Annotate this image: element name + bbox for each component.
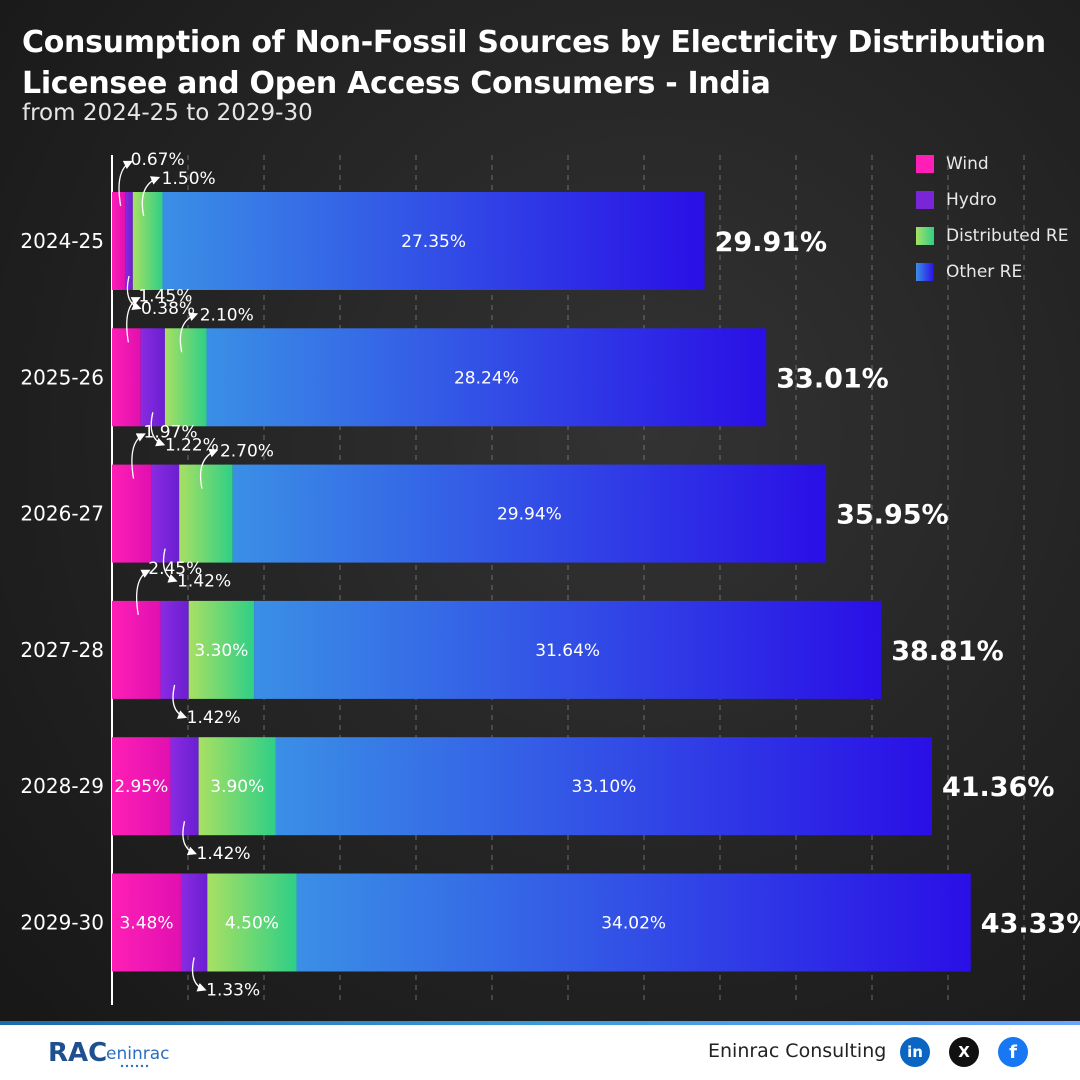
category-label: 2026-27 [20, 502, 104, 526]
bar-hydro [151, 464, 180, 563]
bar-hydro [125, 192, 133, 290]
data-label-hydro: 1.42% [187, 708, 241, 728]
bar-other-re [275, 737, 932, 836]
legend-label-distributed-re: Distributed RE [946, 226, 1069, 246]
data-label-other-re: 31.64% [535, 641, 600, 661]
svg-text:RAC: RAC [48, 1038, 107, 1068]
total-label: 38.81% [891, 636, 1003, 667]
bar-other-re [232, 464, 827, 563]
data-label-other-re: 27.35% [401, 232, 466, 252]
data-label-other-re: 33.10% [572, 777, 637, 797]
data-label-distributed-re: 2.10% [200, 305, 254, 325]
callout-arrow [118, 160, 133, 207]
data-label-wind: 3.48% [119, 914, 173, 934]
legend-item-other-re: Other RE [916, 254, 1069, 290]
data-label-wind: 2.45% [148, 559, 202, 579]
x-icon[interactable]: X [949, 1037, 979, 1067]
data-label-other-re: 28.24% [454, 368, 519, 388]
legend-swatch-hydro [916, 191, 934, 209]
bar-wind [112, 464, 152, 563]
callout-arrow [126, 297, 141, 343]
legend-label-other-re: Other RE [946, 262, 1023, 282]
callout-arrow [172, 684, 188, 719]
category-label: 2027-28 [20, 638, 104, 662]
data-label-hydro: 0.38% [141, 299, 195, 319]
bar-other-re [296, 873, 971, 972]
bar-other-re [206, 328, 767, 427]
data-label-distributed-re: 3.90% [210, 777, 264, 797]
total-label: 35.95% [836, 500, 948, 531]
stacked-bar-chart: 2024-25 29.91% 27.35% 1.50%0.67% 0.38% 2025-2… [20, 150, 1080, 1005]
total-label: 41.36% [942, 772, 1054, 803]
category-label: 2028-29 [20, 774, 104, 798]
data-label-hydro: 1.33% [206, 981, 260, 1001]
callout-arrow [150, 412, 166, 447]
bar-wind [112, 192, 126, 290]
bar-distributed-re [207, 873, 297, 972]
bar-hydro [140, 328, 165, 427]
data-label-other-re: 34.02% [601, 914, 666, 934]
callout-arrow [162, 548, 178, 583]
bar-wind [112, 873, 181, 972]
bar-wind [112, 737, 171, 836]
data-label-wind: 2.95% [114, 777, 168, 797]
bar-hydro [180, 873, 208, 972]
legend-swatch-distributed-re [916, 227, 934, 245]
facebook-icon[interactable]: f [998, 1037, 1028, 1067]
legend-swatch-wind [916, 155, 934, 173]
legend-swatch-other-re [916, 263, 934, 281]
data-label-distributed-re: 1.50% [162, 169, 216, 189]
data-label-wind: 0.67% [131, 150, 185, 170]
data-label-distributed-re: 2.70% [220, 442, 274, 462]
legend-label-hydro: Hydro [946, 190, 997, 210]
bar-distributed-re [198, 737, 276, 836]
legend-item-wind: Wind [916, 146, 1069, 182]
bar-hydro [170, 737, 199, 836]
legend-item-hydro: Hydro [916, 182, 1069, 218]
brand-name: Eninrac Consulting [708, 1040, 887, 1062]
data-label-wind: 1.45% [138, 286, 192, 306]
linkedin-icon[interactable]: in [900, 1037, 930, 1067]
callout-arrow [179, 312, 199, 353]
data-label-hydro: 1.42% [197, 844, 251, 864]
category-label: 2025-26 [20, 365, 104, 389]
bar-other-re [162, 192, 705, 290]
callout-arrow [126, 275, 142, 310]
callout-arrow [136, 569, 151, 616]
chart-subtitle: from 2024-25 to 2029-30 [22, 100, 313, 126]
bar-distributed-re [179, 464, 233, 563]
callout-arrow [131, 433, 146, 479]
data-label-wind: 1.97% [144, 423, 198, 443]
callout-arrow [191, 957, 207, 992]
callout-arrow [182, 821, 197, 856]
footer-divider [0, 1021, 1080, 1025]
bar-distributed-re [164, 328, 207, 427]
data-label-distributed-re: 3.30% [194, 641, 248, 661]
category-label: 2024-25 [20, 229, 104, 253]
data-label-hydro: 1.22% [165, 435, 219, 455]
callout-arrow [141, 176, 161, 217]
footer: RAC eninrac Eninrac Consulting in X f [0, 1025, 1080, 1080]
legend-item-distributed-re: Distributed RE [916, 218, 1069, 254]
bar-wind [112, 328, 141, 427]
bar-distributed-re [132, 192, 163, 290]
bar-wind [112, 600, 161, 699]
total-label: 33.01% [776, 363, 888, 394]
chart-title: Consumption of Non-Fossil Sources by Ele… [22, 25, 1046, 101]
eninrac-logo: RAC eninrac [48, 1038, 169, 1068]
bar-hydro [160, 600, 189, 699]
callout-arrow [199, 448, 219, 489]
data-label-hydro: 1.42% [177, 572, 231, 592]
legend: Wind Hydro Distributed RE Other RE [916, 146, 1069, 290]
category-label: 2029-30 [20, 911, 104, 935]
data-label-distributed-re: 4.50% [225, 914, 279, 934]
total-label: 43.33% [981, 909, 1080, 940]
total-label: 29.91% [715, 227, 827, 258]
bar-distributed-re [188, 600, 255, 699]
bar-other-re [254, 600, 882, 699]
data-label-other-re: 29.94% [497, 505, 562, 525]
legend-label-wind: Wind [946, 154, 989, 174]
svg-text:eninrac: eninrac [106, 1044, 169, 1064]
